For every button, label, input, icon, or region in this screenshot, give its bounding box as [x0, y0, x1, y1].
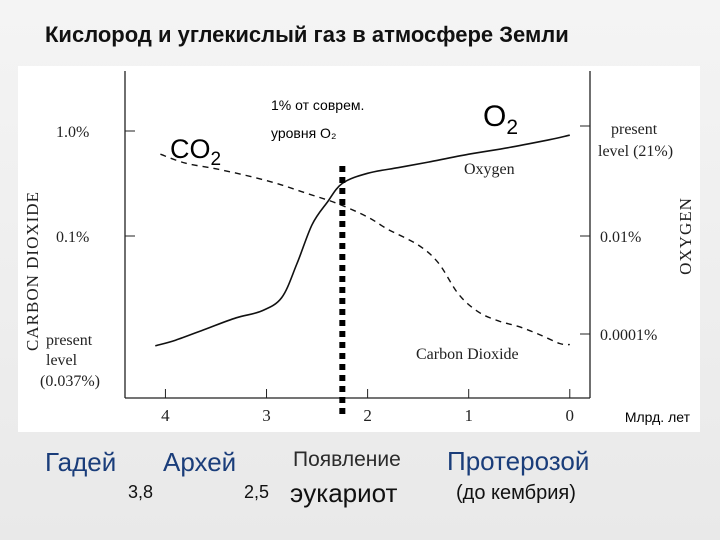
era-number-3-8: 3,8: [128, 482, 154, 502]
left-tick-label-2: 0.1%: [56, 229, 89, 246]
proterozoic-note: (до кембрия): [456, 482, 576, 504]
left-bottom-label-3: (0.037%): [40, 373, 100, 390]
o2-big-label: O2: [483, 100, 518, 139]
oxygen-curve-label: Oxygen: [464, 161, 515, 178]
marker-label-2: уровня O₂: [271, 125, 336, 141]
era-proterozoic: Протерозой: [447, 446, 590, 476]
right-tick-label-1: 0.01%: [600, 229, 641, 246]
oxygen-line: [155, 134, 570, 347]
left-axis-title: CARBON DIOXIDE: [23, 191, 42, 351]
co2-big-label: CO2: [170, 134, 221, 170]
era-number-2-5: 2,5: [244, 482, 270, 502]
x-tick-label-1: 3: [262, 406, 271, 425]
era-hadean: Гадей: [45, 447, 117, 477]
eukaryote-line-2: эукариот: [290, 478, 398, 508]
left-bottom-label-2: level: [46, 352, 78, 369]
era-archean: Архей: [163, 447, 237, 477]
x-ticks: 4 3 2 1 0: [161, 389, 574, 425]
right-top-label-2: level (21%): [598, 143, 673, 160]
x-tick-label-4: 0: [566, 406, 575, 425]
left-bottom-label-1: present: [46, 332, 93, 349]
right-tick-label-2: 0.0001%: [600, 327, 657, 344]
right-top-label-1: present: [611, 121, 658, 138]
x-tick-label-0: 4: [161, 406, 170, 425]
right-axis-title: OXYGEN: [676, 197, 695, 275]
slide-title: Кислород и углекислый газ в атмосфере Зе…: [45, 22, 569, 47]
carbon-dioxide-line: [160, 153, 570, 346]
x-unit-label: Млрд. лет: [625, 409, 691, 425]
eukaryote-line-1: Появление: [293, 448, 401, 471]
x-tick-label-2: 2: [363, 406, 372, 425]
chart-frame: CARBON DIOXIDE OXYGEN 1.0% 0.1% present …: [18, 66, 700, 432]
marker-label-1: 1% от соврем.: [271, 97, 364, 113]
chart-svg: CARBON DIOXIDE OXYGEN 1.0% 0.1% present …: [23, 71, 695, 425]
left-tick-label-1: 1.0%: [56, 124, 89, 141]
x-tick-label-3: 1: [464, 406, 473, 425]
co2-curve-label: Carbon Dioxide: [416, 346, 519, 363]
